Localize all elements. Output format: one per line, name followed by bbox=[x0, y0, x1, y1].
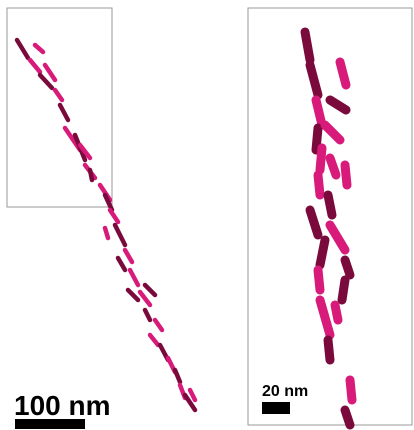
nanorod bbox=[142, 307, 153, 323]
nanorod bbox=[300, 27, 315, 65]
nanorod bbox=[305, 205, 323, 240]
nanorod bbox=[107, 207, 121, 225]
scale-bar-label: 20 nm bbox=[262, 383, 308, 400]
nanorod bbox=[122, 247, 135, 265]
nanorod bbox=[112, 222, 128, 248]
nanorod bbox=[87, 167, 95, 183]
nanorod bbox=[313, 265, 325, 295]
nanorod bbox=[32, 42, 46, 55]
nanorod bbox=[325, 153, 341, 180]
nanorod bbox=[311, 95, 327, 130]
nanorod bbox=[345, 375, 357, 405]
nanorod bbox=[14, 37, 31, 61]
nanorod bbox=[137, 289, 153, 308]
rod-chain-zoom bbox=[300, 27, 357, 430]
scale-bar bbox=[262, 402, 290, 414]
nanorod bbox=[182, 392, 198, 413]
nanorod bbox=[27, 57, 43, 75]
nanorod bbox=[315, 143, 327, 175]
nanorod bbox=[152, 317, 165, 333]
nanorod bbox=[315, 295, 335, 340]
nanorod bbox=[320, 120, 345, 145]
nanorod bbox=[325, 95, 351, 115]
nanorod bbox=[315, 235, 330, 270]
nanorod bbox=[340, 255, 355, 280]
nanorod bbox=[335, 57, 351, 90]
zoom-panel bbox=[247, 7, 413, 426]
nanorod bbox=[42, 62, 58, 83]
nanorod bbox=[127, 267, 141, 288]
nanorod bbox=[313, 170, 325, 200]
nanorod bbox=[323, 335, 335, 365]
nanorod bbox=[325, 220, 350, 255]
inset-box bbox=[6, 7, 113, 208]
nanorod bbox=[57, 102, 71, 123]
nanorod bbox=[125, 287, 141, 303]
nanorod bbox=[330, 300, 343, 325]
nanorod bbox=[340, 160, 352, 190]
nanorod bbox=[337, 275, 350, 305]
nanorod bbox=[102, 192, 115, 213]
nanorod bbox=[187, 387, 198, 403]
rod-chain-overview bbox=[14, 37, 198, 413]
nanorod bbox=[142, 282, 158, 298]
nanorod bbox=[77, 142, 93, 161]
nanorod bbox=[340, 405, 355, 430]
nanorod bbox=[323, 190, 337, 220]
nanorod bbox=[311, 123, 323, 155]
scale-bar bbox=[15, 419, 85, 429]
nanorod bbox=[52, 87, 65, 103]
nanorod bbox=[37, 72, 55, 91]
nanorod bbox=[115, 255, 128, 273]
nanorod bbox=[147, 332, 161, 348]
scale-bar-label: 100 nm bbox=[14, 390, 111, 421]
nanorod bbox=[102, 225, 111, 241]
nanorod bbox=[172, 367, 183, 385]
nanorod bbox=[305, 60, 323, 100]
